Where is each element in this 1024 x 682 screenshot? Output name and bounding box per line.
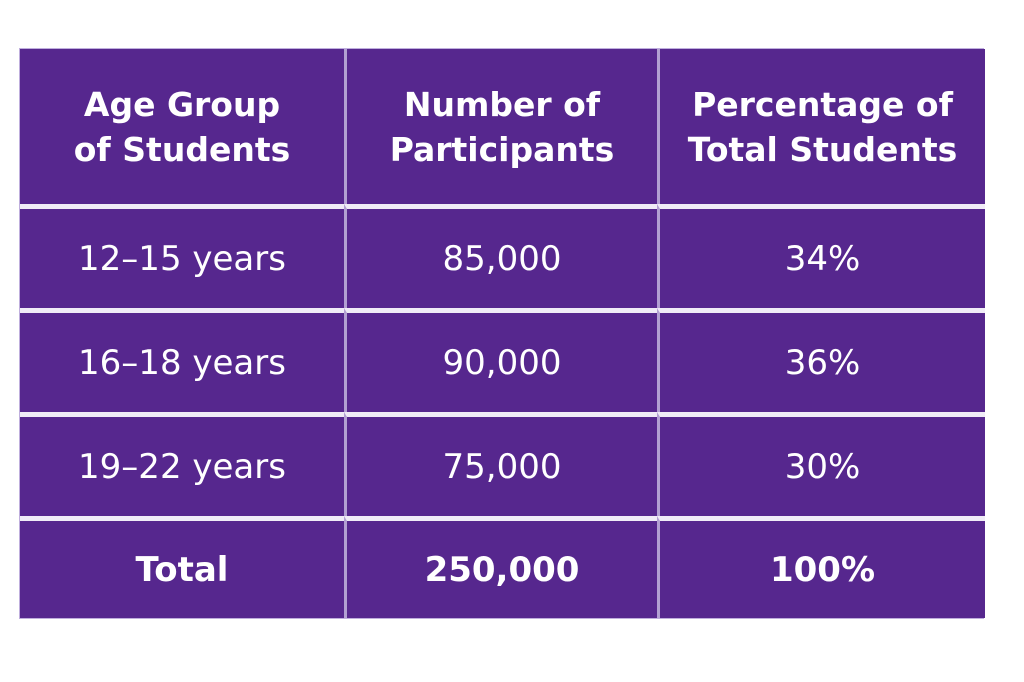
table-total-participants: 250,000 xyxy=(344,516,657,618)
table-cell-age-group: 19–22 years xyxy=(20,412,344,516)
table-total-percentage: 100% xyxy=(657,516,985,618)
table-cell-percentage: 30% xyxy=(657,412,985,516)
table-header-age-group: Age Group of Students xyxy=(20,49,344,204)
table-cell-age-group: 12–15 years xyxy=(20,204,344,308)
table-header-percentage: Percentage of Total Students xyxy=(657,49,985,204)
table-cell-percentage: 36% xyxy=(657,308,985,412)
table-cell-participants: 90,000 xyxy=(344,308,657,412)
table-header-participants: Number of Participants xyxy=(344,49,657,204)
table-cell-participants: 85,000 xyxy=(344,204,657,308)
table-cell-participants: 75,000 xyxy=(344,412,657,516)
table-cell-age-group: 16–18 years xyxy=(20,308,344,412)
table-total-label: Total xyxy=(20,516,344,618)
table-cell-percentage: 34% xyxy=(657,204,985,308)
age-participation-table: Age Group of Students Number of Particip… xyxy=(19,48,985,619)
